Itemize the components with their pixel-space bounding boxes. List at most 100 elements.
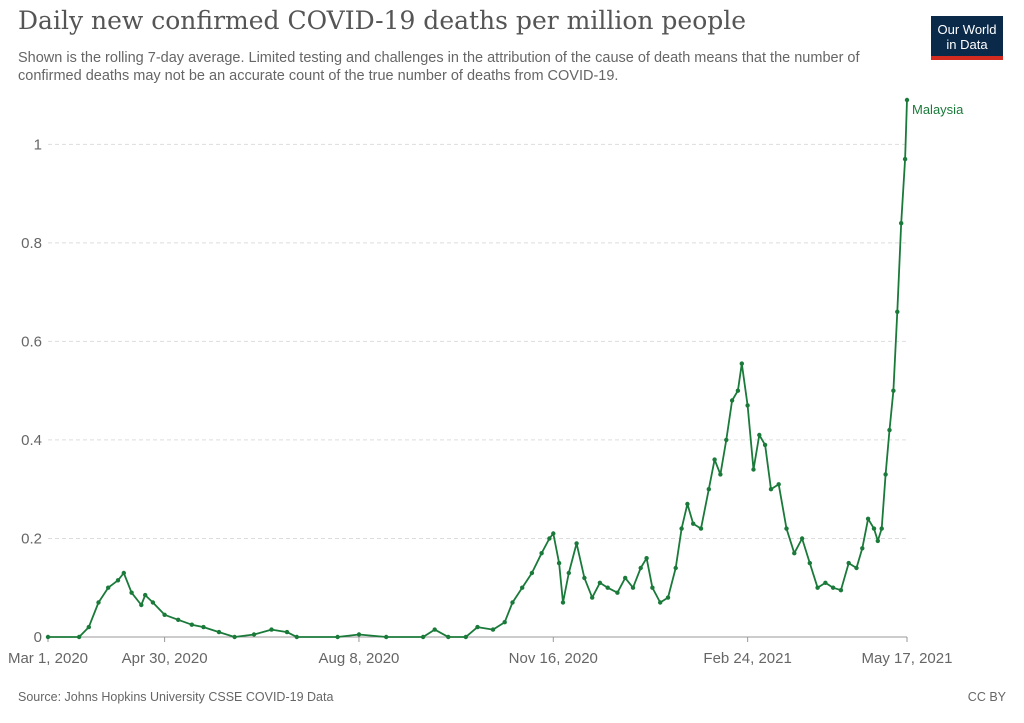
data-point	[807, 560, 812, 566]
data-point	[650, 585, 655, 590]
data-point	[724, 437, 729, 443]
data-point	[566, 570, 571, 576]
data-point	[685, 501, 690, 507]
data-point	[891, 388, 896, 393]
data-point	[529, 570, 535, 576]
data-point	[887, 427, 892, 433]
data-point	[768, 487, 774, 492]
data-point	[751, 467, 756, 472]
data-point	[879, 526, 884, 531]
data-point	[784, 526, 789, 531]
data-point	[799, 536, 805, 541]
data-point	[871, 526, 877, 531]
data-point	[718, 472, 723, 477]
data-point	[76, 634, 82, 640]
data-point	[539, 551, 544, 556]
data-point	[45, 634, 51, 640]
y-tick-label: 0.8	[21, 235, 42, 252]
data-point	[757, 432, 762, 438]
y-tick-label: 0.4	[21, 432, 42, 449]
data-point	[216, 629, 222, 635]
data-point	[106, 585, 111, 590]
data-point	[899, 221, 904, 226]
y-tick-label: 0	[34, 629, 42, 646]
data-point	[854, 565, 859, 571]
data-point	[490, 627, 496, 632]
data-point	[658, 600, 663, 605]
data-point	[823, 580, 828, 585]
series-label: Malaysia	[912, 102, 964, 117]
data-point	[150, 600, 156, 605]
license-link[interactable]: CC BY	[967, 690, 1006, 704]
data-point	[251, 632, 257, 637]
data-point	[294, 634, 299, 640]
data-point	[883, 472, 888, 477]
data-point	[547, 536, 552, 541]
source-note[interactable]: Source: Johns Hopkins University CSSE CO…	[18, 690, 334, 704]
data-point	[605, 585, 610, 590]
y-tick-label: 0.2	[21, 530, 42, 547]
data-point	[729, 398, 735, 403]
data-point	[143, 592, 148, 598]
data-point	[510, 600, 515, 605]
data-point	[735, 388, 741, 393]
data-point	[129, 590, 134, 595]
chart-subtitle: Shown is the rolling 7-day average. Limi…	[18, 50, 860, 84]
data-point	[706, 487, 711, 492]
data-point	[121, 570, 127, 576]
data-point	[745, 403, 750, 408]
data-point	[420, 634, 426, 640]
data-point	[623, 575, 628, 581]
data-point	[679, 526, 684, 531]
series-line	[48, 99, 908, 638]
data-point	[590, 595, 595, 600]
data-point	[865, 516, 871, 521]
data-point	[96, 600, 101, 605]
data-point	[615, 590, 620, 595]
data-point	[597, 580, 603, 585]
data-point	[902, 156, 908, 162]
data-point	[86, 624, 92, 630]
x-tick-label: Nov 16, 2020	[509, 650, 598, 667]
data-point	[665, 595, 671, 600]
data-point	[189, 622, 194, 627]
data-point	[691, 521, 696, 526]
data-point	[201, 624, 206, 630]
data-point	[673, 565, 678, 571]
data-point	[630, 585, 636, 590]
data-point	[432, 627, 437, 632]
data-point	[176, 617, 181, 622]
data-point	[860, 546, 865, 551]
data-point	[830, 585, 836, 590]
logo-line-1: Our World	[937, 22, 997, 37]
data-point	[838, 588, 844, 593]
data-point	[762, 442, 768, 448]
data-point	[574, 541, 579, 546]
data-point	[232, 634, 237, 640]
y-tick-label: 1	[34, 136, 42, 153]
data-point	[446, 634, 451, 640]
data-point	[792, 551, 797, 556]
line-chart: 0 0.2 0.4 0.6 0.8 1 Mar 1, 2020 Apr 30, 2020 Aug…	[8, 97, 964, 667]
data-point	[875, 538, 880, 544]
x-tick-label: Apr 30, 2020	[122, 650, 208, 667]
data-point	[551, 531, 556, 536]
data-point	[776, 482, 781, 487]
data-point	[904, 97, 910, 103]
data-point	[644, 556, 649, 561]
data-point	[582, 575, 587, 581]
data-point	[384, 634, 389, 640]
data-point	[139, 602, 144, 608]
data-point	[502, 620, 507, 625]
data-point	[162, 612, 167, 617]
data-point	[638, 565, 643, 571]
data-point	[815, 585, 820, 590]
data-point	[739, 361, 744, 366]
data-point	[335, 634, 340, 640]
logo-line-2: in Data	[946, 37, 988, 52]
chart-title: Daily new confirmed COVID-19 deaths per …	[18, 6, 747, 35]
data-point	[475, 624, 480, 630]
our-world-in-data-logo[interactable]: Our World in Data	[931, 16, 1003, 60]
data-point	[846, 560, 851, 566]
x-tick-label: Mar 1, 2020	[8, 650, 88, 667]
